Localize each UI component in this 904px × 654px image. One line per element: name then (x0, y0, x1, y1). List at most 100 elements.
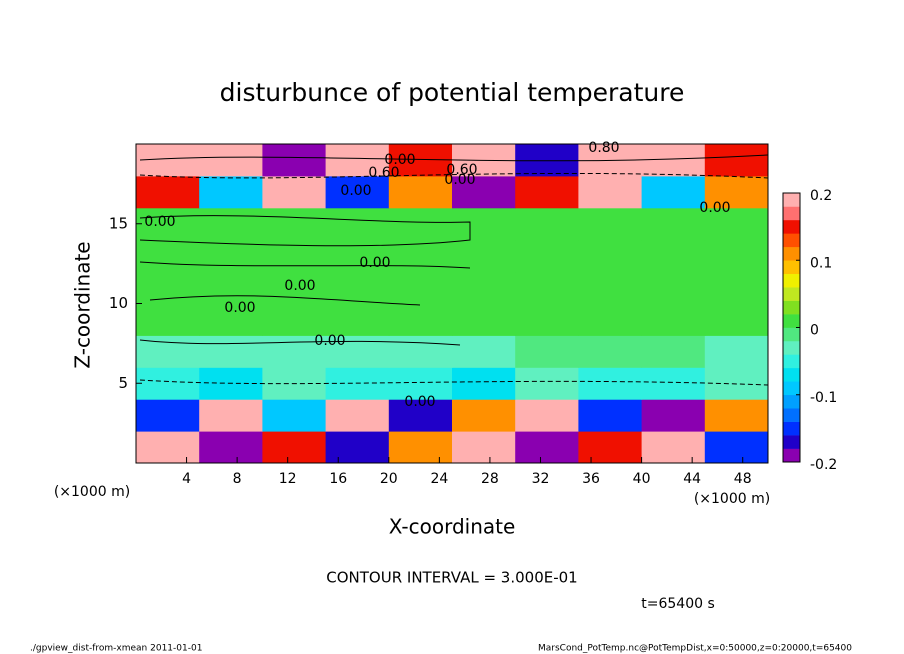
heatmap-cell (641, 239, 706, 273)
x-tick-label: 12 (279, 471, 297, 487)
heatmap-cell (325, 335, 390, 368)
heatmap-cell (578, 399, 643, 432)
heatmap-cell (641, 144, 706, 177)
heatmap-cell (641, 271, 706, 304)
x-tick-label: 44 (683, 471, 701, 487)
heatmap-cell (325, 303, 390, 336)
heatmap-cell (578, 207, 643, 241)
colorbar-swatch (783, 340, 800, 355)
heatmap-cell (262, 399, 327, 432)
heatmap-cell (515, 431, 579, 464)
contour-label: 0.00 (284, 278, 315, 294)
heatmap-cell (452, 239, 516, 273)
footer-right: MarsCond_PotTemp.nc@PotTempDist,x=0:5000… (538, 644, 852, 654)
heatmap-cell (515, 207, 579, 241)
x-unit-label: (×1000 m) (694, 491, 770, 507)
colorbar-swatch (783, 354, 800, 369)
colorbar-swatch (783, 448, 800, 463)
heatmap (136, 144, 769, 464)
colorbar-swatch (783, 381, 800, 396)
heatmap-cell (388, 207, 453, 241)
contour-label: 0.60 (446, 162, 477, 178)
footer-left: ./gpview_dist-from-xmean 2011-01-01 (30, 644, 202, 654)
colorbar-swatch (783, 408, 800, 422)
heatmap-cell (388, 431, 453, 464)
colorbar-swatch (783, 314, 800, 328)
contour-label: 0.00 (699, 200, 730, 216)
heatmap-cell (199, 399, 263, 432)
heatmap-cell (452, 335, 516, 368)
contour-interval: CONTOUR INTERVAL = 3.000E-01 (326, 569, 577, 587)
colorbar-swatch (783, 367, 800, 382)
y-axis-label: Z-coordinate (71, 241, 95, 368)
colorbar-swatch (783, 233, 800, 248)
heatmap-cell (136, 175, 200, 209)
contour-label: 0.00 (314, 333, 345, 349)
x-tick-label: 8 (233, 471, 242, 487)
colorbar-tick-label: 0 (810, 323, 819, 339)
contour-label: 0.00 (359, 255, 390, 271)
colorbar-swatch (783, 421, 800, 436)
heatmap-cell (704, 303, 769, 336)
contour-label: 0.00 (404, 394, 435, 410)
heatmap-cell (704, 239, 769, 273)
heatmap-cell (199, 271, 263, 304)
heatmap-cell (136, 303, 200, 336)
heatmap-cell (388, 175, 453, 209)
colorbar-swatch (783, 260, 800, 274)
heatmap-cell (704, 175, 769, 209)
x-tick-label: 40 (633, 471, 651, 487)
contour-label: 0.80 (588, 140, 619, 156)
heatmap-cell (452, 431, 516, 464)
y-unit-label: (×1000 m) (54, 484, 130, 500)
heatmap-cell (325, 399, 390, 432)
heatmap-cell (578, 335, 643, 368)
contour-label: 0.00 (144, 214, 175, 230)
contour-label: 0.00 (384, 152, 415, 168)
y-tick-label: 15 (109, 214, 128, 232)
colorbar-tick-label: -0.2 (810, 457, 837, 473)
heatmap-cell (199, 431, 263, 464)
heatmap-cell (325, 207, 390, 241)
heatmap-cell (641, 431, 706, 464)
heatmap-cell (262, 175, 327, 209)
x-tick-label: 36 (582, 471, 600, 487)
heatmap-cell (452, 207, 516, 241)
heatmap-cell (262, 207, 327, 241)
colorbar-tick-label: 0.1 (810, 255, 832, 271)
heatmap-cell (641, 367, 706, 400)
x-tick-label: 16 (329, 471, 347, 487)
heatmap-cell (136, 207, 200, 241)
time-label: t=65400 s (641, 596, 715, 612)
heatmap-cell (515, 303, 579, 336)
heatmap-cell (704, 399, 769, 432)
heatmap-cell (452, 271, 516, 304)
heatmap-cell (388, 335, 453, 368)
heatmap-cell (704, 431, 769, 464)
contour-label: 0.00 (224, 300, 255, 316)
colorbar-swatch (783, 206, 800, 221)
heatmap-cell (578, 367, 643, 400)
colorbar-swatch (783, 394, 800, 409)
contours (139, 154, 769, 386)
heatmap-cell (262, 303, 327, 336)
heatmap-cell (704, 144, 769, 177)
y-tick-label: 10 (109, 294, 128, 312)
heatmap-cell (515, 175, 579, 209)
heatmap-cell (578, 303, 643, 336)
colorbar-swatch (783, 273, 800, 288)
heatmap-cell (136, 144, 200, 177)
heatmap-cell (515, 239, 579, 273)
x-tick-label: 28 (481, 471, 499, 487)
heatmap-cell (136, 367, 200, 400)
heatmap-cell (578, 431, 643, 464)
colorbar-swatch (783, 193, 800, 207)
heatmap-cell (641, 175, 706, 209)
x-tick-label: 20 (380, 471, 398, 487)
heatmap-cell (641, 303, 706, 336)
heatmap-cell (388, 271, 453, 304)
heatmap-cell (578, 239, 643, 273)
heatmap-cell (262, 144, 327, 177)
contour-label: 0.00 (444, 172, 475, 188)
